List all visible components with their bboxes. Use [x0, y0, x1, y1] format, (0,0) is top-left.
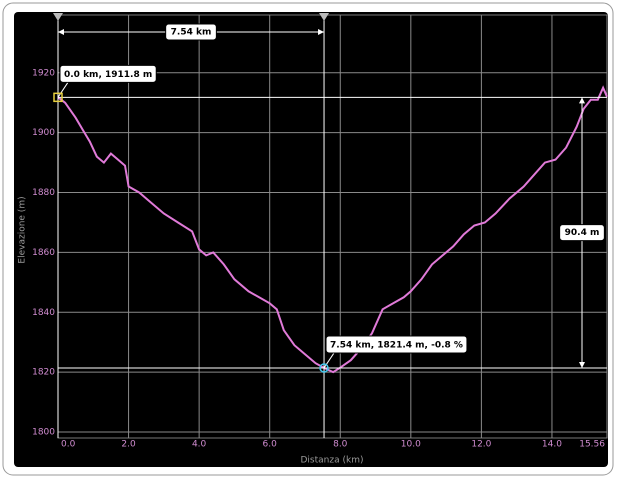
x-tick-label: 8.0: [333, 440, 348, 450]
cursor-handle: [319, 13, 330, 21]
elevation-diff-label: 90.4 m: [565, 228, 600, 238]
distance-label: 7.54 km: [171, 28, 212, 38]
cursor-label: 0.0 km, 1911.8 m: [64, 70, 152, 80]
label-box: [165, 23, 217, 41]
y-tick-label: 1800: [32, 428, 55, 438]
y-tick-label: 1840: [32, 308, 55, 318]
x-tick-label: 10.0: [401, 440, 421, 450]
y-tick-label: 1820: [32, 368, 55, 378]
cursor-marker: [53, 92, 63, 103]
x-tick-label: 14.0: [542, 440, 562, 450]
x-tick-label: 15.56: [579, 440, 605, 450]
x-tick-label: 0.0: [61, 440, 76, 450]
label-pointer: [323, 352, 335, 369]
y-tick-label: 1920: [32, 68, 55, 78]
x-tick-label: 6.0: [263, 440, 278, 450]
x-tick-label: 12.0: [471, 440, 491, 450]
label-box: [325, 335, 468, 354]
label-pointer: [57, 82, 69, 98]
label-box: [559, 224, 605, 242]
cursor-label: 7.54 km, 1821.4 m, -0.8 %: [330, 340, 463, 350]
x-tick-label: 4.0: [192, 440, 207, 450]
x-tick-label: 2.0: [121, 440, 136, 450]
y-tick-label: 1880: [32, 188, 55, 198]
cursor-handle: [53, 13, 63, 21]
y-tick-label: 1900: [32, 128, 55, 138]
y-tick-label: 1860: [32, 248, 55, 258]
cursor-marker: [319, 363, 329, 373]
y-axis-label: Elevazione (m): [18, 196, 28, 263]
x-axis-label: Distanza (km): [301, 456, 364, 466]
label-box: [59, 64, 157, 83]
